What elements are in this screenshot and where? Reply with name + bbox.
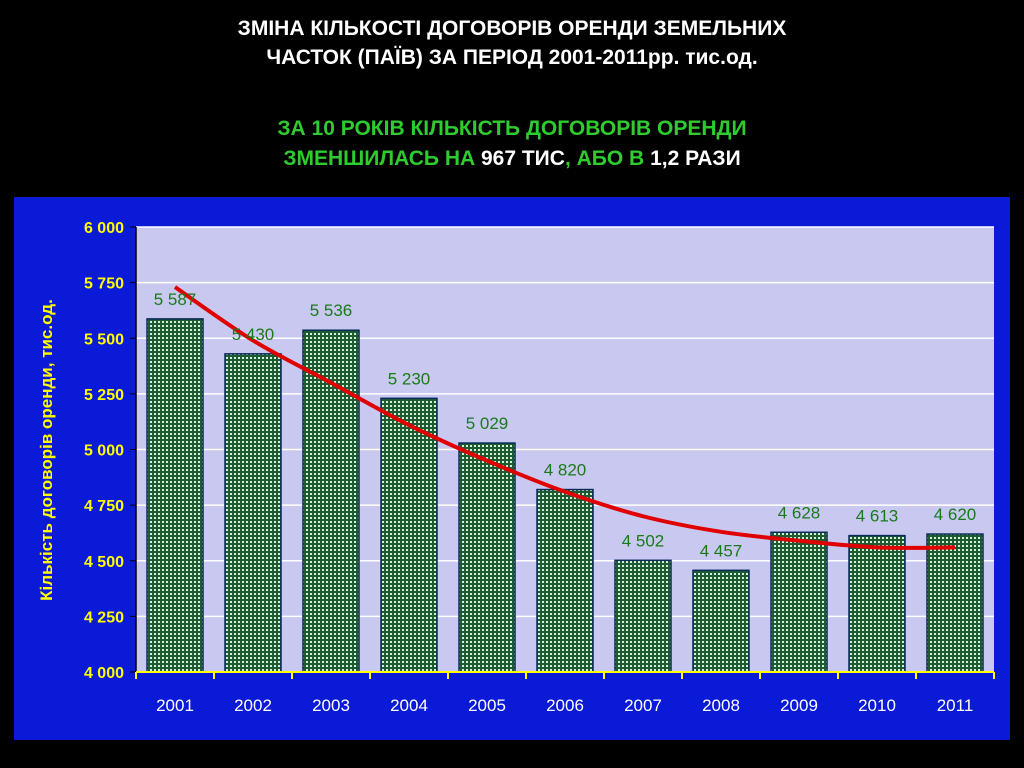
bar-2008: [692, 569, 750, 673]
x-axis: 2001 2002 2003 2004 2005 2006 2007 2008 2009 2010…: [135, 671, 995, 715]
trend-line: [173, 285, 956, 550]
data-label-2001: 5 587: [154, 290, 197, 309]
subtitle-part-c: , АБО В: [564, 147, 651, 170]
bar-2001: [146, 318, 204, 673]
data-label-2007: 4 502: [622, 531, 665, 550]
data-label-2010: 4 613: [856, 507, 899, 526]
title-line-2: ЧАСТОК (ПАЇВ) ЗА ПЕРІОД 2001-2011рр. тис…: [266, 46, 758, 69]
y-tick-label: 4 000: [84, 665, 124, 682]
bar-2006: [536, 488, 594, 673]
data-label-2009: 4 628: [778, 503, 821, 522]
bar-2002: [224, 353, 282, 673]
chart-subtitle: ЗА 10 РОКІВ КІЛЬКІСТЬ ДОГОВОРІВ ОРЕНДИ З…: [0, 114, 1024, 174]
y-tick-label: 5 250: [84, 387, 124, 404]
y-axis: 4 000 4 250 4 500 4 750 5 000 5 250 5 500 5 750…: [84, 220, 137, 682]
title-line-1: ЗМІНА КІЛЬКОСТІ ДОГОВОРІВ ОРЕНДИ ЗЕМЕЛЬН…: [237, 17, 787, 40]
x-tick-label-2007: 2007: [624, 696, 662, 715]
data-label-2005: 5 029: [466, 414, 509, 433]
x-tick-label-2004: 2004: [390, 696, 428, 715]
bar-2009: [770, 531, 828, 673]
data-labels: 5 587 5 430 5 536 5 230 5 029 4 820 4 502 4 457…: [154, 290, 977, 560]
bar-chart: 5 587 5 430 5 536 5 230 5 029 4 820 4 502 4 457…: [37, 220, 995, 715]
bar-2011: [926, 533, 984, 673]
bar-2005: [458, 442, 516, 673]
bar-2007: [614, 559, 672, 673]
y-axis-label: Кількість договорів оренди, тис.од.: [37, 299, 56, 601]
chart-title: ЗМІНА КІЛЬКОСТІ ДОГОВОРІВ ОРЕНДИ ЗЕМЕЛЬН…: [0, 14, 1024, 72]
subtitle-line-1: ЗА 10 РОКІВ КІЛЬКІСТЬ ДОГОВОРІВ ОРЕНДИ: [277, 117, 747, 140]
x-tick-label-2008: 2008: [702, 696, 740, 715]
data-label-2002: 5 430: [232, 325, 275, 344]
data-label-2008: 4 457: [700, 541, 743, 560]
data-label-2003: 5 536: [310, 301, 353, 320]
chart-frame: 5 587 5 430 5 536 5 230 5 029 4 820 4 502 4 457…: [14, 197, 1010, 740]
bar-2004: [380, 397, 438, 673]
x-tick-label-2011: 2011: [937, 696, 974, 715]
subtitle-line-2: ЗМЕНШИЛАСЬ НА 967 ТИС, АБО В 1,2 РАЗИ: [0, 144, 1024, 174]
subtitle-part-b: 967 ТИС: [480, 147, 565, 170]
y-tick-label: 5 500: [84, 331, 124, 348]
subtitle-part-a: ЗМЕНШИЛАСЬ НА: [283, 147, 481, 170]
y-tick-label: 4 500: [84, 554, 124, 571]
x-tick-label-2009: 2009: [780, 696, 818, 715]
y-tick-label: 5 000: [84, 443, 124, 460]
x-tick-label-2006: 2006: [546, 696, 584, 715]
x-tick-label-2005: 2005: [468, 696, 506, 715]
data-label-2011: 4 620: [934, 505, 977, 524]
data-label-2004: 5 230: [388, 369, 431, 388]
y-tick-label: 4 250: [84, 609, 124, 626]
x-tick-label-2001: 2001: [156, 696, 194, 715]
bars: [146, 318, 984, 673]
x-tick-label-2003: 2003: [312, 696, 350, 715]
data-label-2006: 4 820: [544, 461, 587, 480]
x-tick-label-2002: 2002: [234, 696, 272, 715]
trendline: [173, 285, 956, 550]
bar-2003: [302, 329, 360, 673]
y-tick-label: 5 750: [84, 276, 124, 293]
x-tick-label-2010: 2010: [858, 696, 896, 715]
subtitle-part-d: 1,2 РАЗИ: [650, 147, 741, 170]
y-tick-label: 6 000: [84, 220, 124, 237]
bar-2010: [848, 534, 906, 673]
y-tick-label: 4 750: [84, 498, 124, 515]
